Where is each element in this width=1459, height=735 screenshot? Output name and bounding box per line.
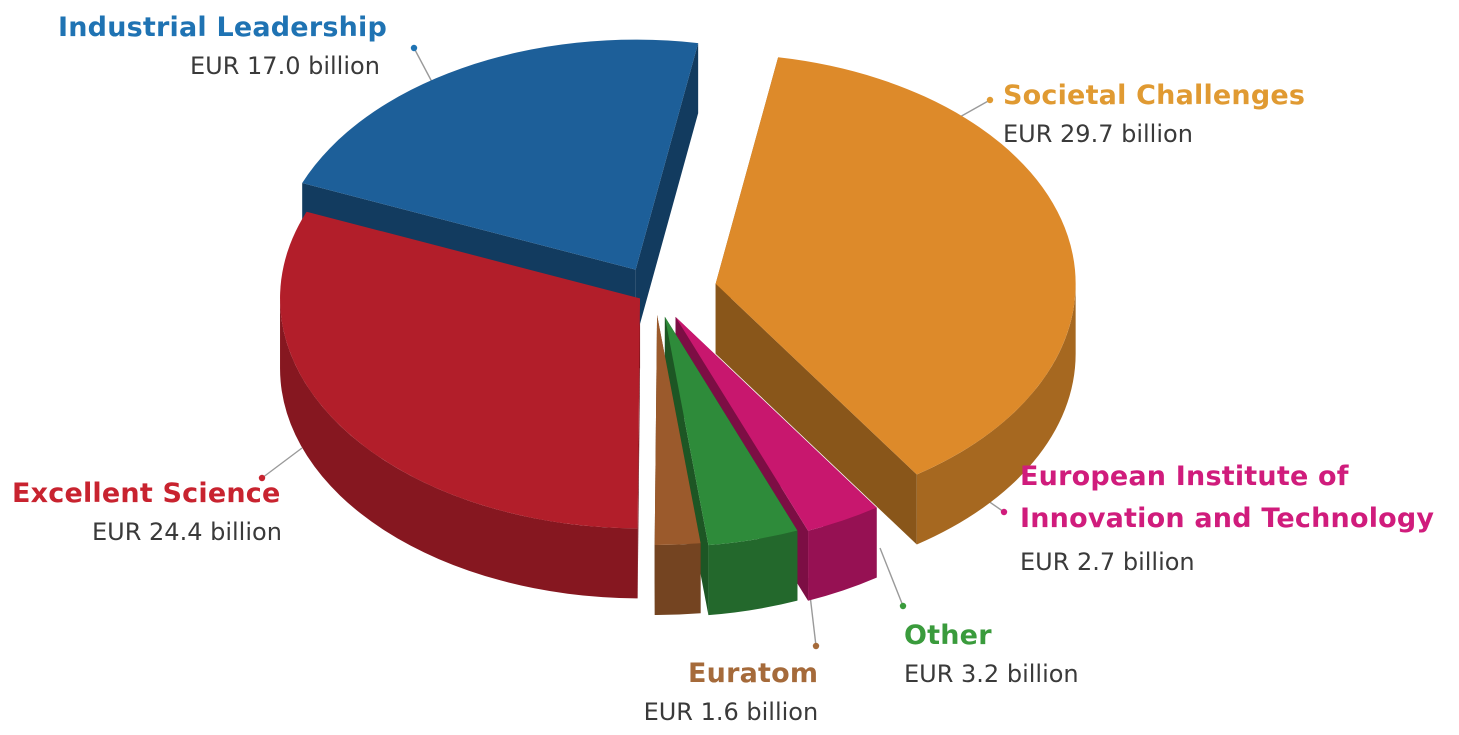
slice-euratom (654, 314, 701, 545)
leader-dot-industrial-leadership (410, 44, 418, 52)
label-other: Other EUR 3.2 billion (904, 620, 1079, 688)
label-industrial-leadership: Industrial Leadership EUR 17.0 billion (58, 12, 387, 80)
slice-societal-challenges (715, 57, 1076, 475)
slice-value-euratom: EUR 1.6 billion (643, 697, 819, 726)
slice-value-industrial-leadership: EUR 17.0 billion (190, 51, 380, 80)
label-societal-challenges: Societal Challenges EUR 29.7 billion (1003, 80, 1305, 148)
slice-tops (280, 39, 1076, 546)
slice-value-excellent-science: EUR 24.4 billion (92, 517, 282, 546)
slice-wall-excellent-science-0 (280, 298, 638, 599)
slice-value-other: EUR 3.2 billion (904, 659, 1079, 688)
slice-value-societal-challenges: EUR 29.7 billion (1003, 119, 1193, 148)
slice-excellent-science (280, 211, 641, 529)
leader-dot-other (899, 602, 907, 610)
slice-wall-other-0 (708, 530, 798, 616)
slice-industrial-leadership (302, 39, 699, 270)
label-euratom: Euratom EUR 1.6 billion (640, 658, 819, 726)
slice-cut-face-industrial-leadership-1 (635, 43, 699, 340)
leader-line-excellent-science (261, 447, 303, 479)
slice-name-societal-challenges: Societal Challenges (1003, 80, 1306, 111)
label-eit: European Institute of Innovation and Tec… (1020, 456, 1434, 576)
leader-line-industrial-leadership (413, 47, 433, 83)
slice-cut-face-excellent-science-0 (637, 298, 641, 599)
leader-dot-societal-challenges (986, 96, 994, 104)
slice-value-eit: EUR 2.7 billion (1020, 547, 1195, 576)
slice-name-industrial-leadership: Industrial Leadership (58, 12, 388, 43)
slice-wall-societal-challenges-0 (916, 283, 1076, 545)
leader-dot-excellent-science (258, 474, 266, 482)
slice-name-euratom: Euratom (688, 658, 819, 689)
leader-dot-european-institute-of-innovation-and-technology (1000, 508, 1008, 516)
slice-name-eit-line1: European Institute of (1020, 461, 1349, 492)
slice-european-institute-of-innovation-and-technology (675, 316, 877, 531)
slice-other (664, 316, 798, 546)
leader-line-other (879, 547, 904, 607)
slice-wall-euratom-0 (654, 543, 701, 615)
label-excellent-science: Excellent Science EUR 24.4 billion (12, 478, 282, 546)
leader-dot-euratom (812, 642, 820, 650)
slice-name-eit-line2: Innovation and Technology (1020, 502, 1435, 534)
slice-wall-european-institute-of-innovation-and-technology-0 (808, 507, 877, 601)
slice-name-other: Other (904, 620, 992, 651)
slice-name-excellent-science: Excellent Science (12, 478, 281, 509)
slice-cut-face-societal-challenges-1 (715, 283, 917, 545)
leader-line-societal-challenges (957, 99, 991, 119)
